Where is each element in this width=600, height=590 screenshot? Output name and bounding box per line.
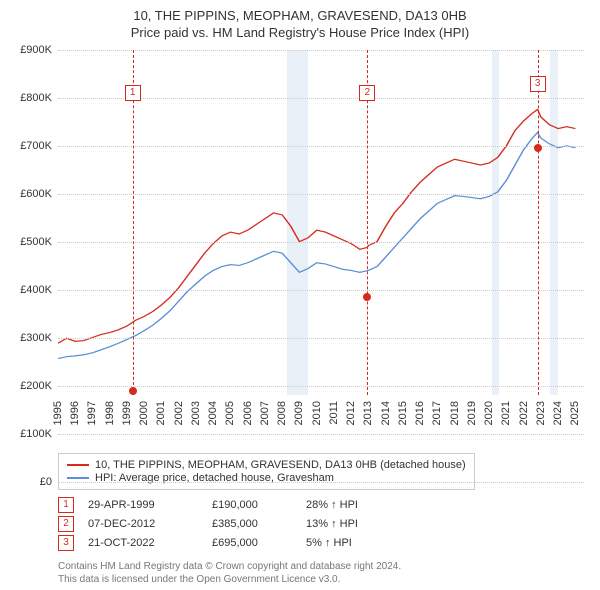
legend-swatch	[67, 464, 89, 466]
footer-line-2: This data is licensed under the Open Gov…	[58, 573, 590, 586]
series-line-price_paid	[58, 109, 575, 343]
legend-swatch	[67, 477, 89, 479]
gridline	[58, 194, 584, 195]
event-hpi-delta: 13% ↑ HPI	[306, 518, 396, 530]
x-tick-label: 2024	[552, 401, 564, 425]
x-tick-label: 2004	[207, 401, 219, 425]
x-tick-label: 2014	[380, 401, 392, 425]
x-tick-label: 2013	[362, 401, 374, 425]
y-tick-label: £100K	[20, 428, 52, 440]
x-tick-label: 2012	[345, 401, 357, 425]
event-row: 3 21-OCT-2022 £695,000 5% ↑ HPI	[58, 535, 590, 551]
x-tick-label: 2022	[518, 401, 530, 425]
event-dot	[363, 293, 371, 301]
chart-container: 10, THE PIPPINS, MEOPHAM, GRAVESEND, DA1…	[0, 0, 600, 590]
x-tick-label: 2009	[293, 401, 305, 425]
gridline	[58, 338, 584, 339]
x-tick-label: 2025	[569, 401, 581, 425]
event-line	[133, 50, 134, 395]
y-tick-label: £700K	[20, 140, 52, 152]
event-date: 21-OCT-2022	[88, 537, 198, 549]
x-tick-label: 2002	[173, 401, 185, 425]
event-date: 07-DEC-2012	[88, 518, 198, 530]
event-marker-box: 2	[359, 85, 375, 101]
x-tick-label: 2011	[328, 401, 340, 425]
x-tick-label: 2016	[414, 401, 426, 425]
x-tick-label: 2020	[483, 401, 495, 425]
x-tick-label: 2003	[190, 401, 202, 425]
y-tick-label: £600K	[20, 188, 52, 200]
x-tick-label: 1998	[104, 401, 116, 425]
event-hpi-delta: 28% ↑ HPI	[306, 499, 396, 511]
legend-row: 10, THE PIPPINS, MEOPHAM, GRAVESEND, DA1…	[67, 459, 466, 471]
gridline	[58, 146, 584, 147]
x-tick-label: 2021	[500, 401, 512, 425]
event-price: £385,000	[212, 518, 292, 530]
x-tick-label: 2023	[535, 401, 547, 425]
x-tick-label: 2017	[431, 401, 443, 425]
event-number-box: 1	[58, 497, 74, 513]
title-line-1: 10, THE PIPPINS, MEOPHAM, GRAVESEND, DA1…	[10, 8, 590, 23]
event-row: 2 07-DEC-2012 £385,000 13% ↑ HPI	[58, 516, 590, 532]
event-price: £190,000	[212, 499, 292, 511]
event-number-box: 3	[58, 535, 74, 551]
event-row: 1 29-APR-1999 £190,000 28% ↑ HPI	[58, 497, 590, 513]
events-table: 1 29-APR-1999 £190,000 28% ↑ HPI 2 07-DEC-201…	[58, 494, 590, 554]
x-tick-label: 2005	[224, 401, 236, 425]
event-line	[538, 50, 539, 395]
x-tick-label: 1995	[52, 401, 64, 425]
event-date: 29-APR-1999	[88, 499, 198, 511]
footer-line-1: Contains HM Land Registry data © Crown c…	[58, 560, 590, 573]
event-line	[367, 50, 368, 395]
y-tick-label: £400K	[20, 284, 52, 296]
gridline	[58, 290, 584, 291]
x-tick-label: 2018	[449, 401, 461, 425]
gridline	[58, 482, 584, 483]
y-tick-label: £900K	[20, 44, 52, 56]
event-marker-box: 3	[530, 76, 546, 92]
x-tick-label: 2000	[138, 401, 150, 425]
y-tick-label: £500K	[20, 236, 52, 248]
gridline	[58, 386, 584, 387]
legend-label: 10, THE PIPPINS, MEOPHAM, GRAVESEND, DA1…	[95, 459, 466, 471]
y-tick-label: £0	[40, 476, 52, 488]
x-tick-label: 2001	[155, 401, 167, 425]
x-tick-label: 1996	[69, 401, 81, 425]
series-line-hpi	[58, 132, 575, 358]
gridline	[58, 434, 584, 435]
gridline	[58, 242, 584, 243]
event-dot	[129, 387, 137, 395]
title-block: 10, THE PIPPINS, MEOPHAM, GRAVESEND, DA1…	[10, 8, 590, 40]
line-layer	[58, 50, 584, 395]
y-tick-label: £800K	[20, 92, 52, 104]
event-hpi-delta: 5% ↑ HPI	[306, 537, 396, 549]
x-tick-label: 1999	[121, 401, 133, 425]
x-tick-label: 2006	[242, 401, 254, 425]
x-tick-label: 1997	[86, 401, 98, 425]
legend: 10, THE PIPPINS, MEOPHAM, GRAVESEND, DA1…	[58, 453, 475, 490]
y-tick-label: £200K	[20, 380, 52, 392]
plot-region: £0£100K£200K£300K£400K£500K£600K£700K£80…	[58, 50, 584, 395]
x-tick-label: 2008	[276, 401, 288, 425]
x-tick-label: 2015	[397, 401, 409, 425]
event-number-box: 2	[58, 516, 74, 532]
x-tick-label: 2007	[259, 401, 271, 425]
y-tick-label: £300K	[20, 332, 52, 344]
event-price: £695,000	[212, 537, 292, 549]
event-dot	[534, 144, 542, 152]
title-line-2: Price paid vs. HM Land Registry's House …	[10, 25, 590, 40]
event-marker-box: 1	[125, 85, 141, 101]
x-tick-label: 2010	[311, 401, 323, 425]
chart-area: £0£100K£200K£300K£400K£500K£600K£700K£80…	[10, 46, 590, 447]
footer-attribution: Contains HM Land Registry data © Crown c…	[58, 560, 590, 586]
x-tick-label: 2019	[466, 401, 478, 425]
gridline	[58, 50, 584, 51]
